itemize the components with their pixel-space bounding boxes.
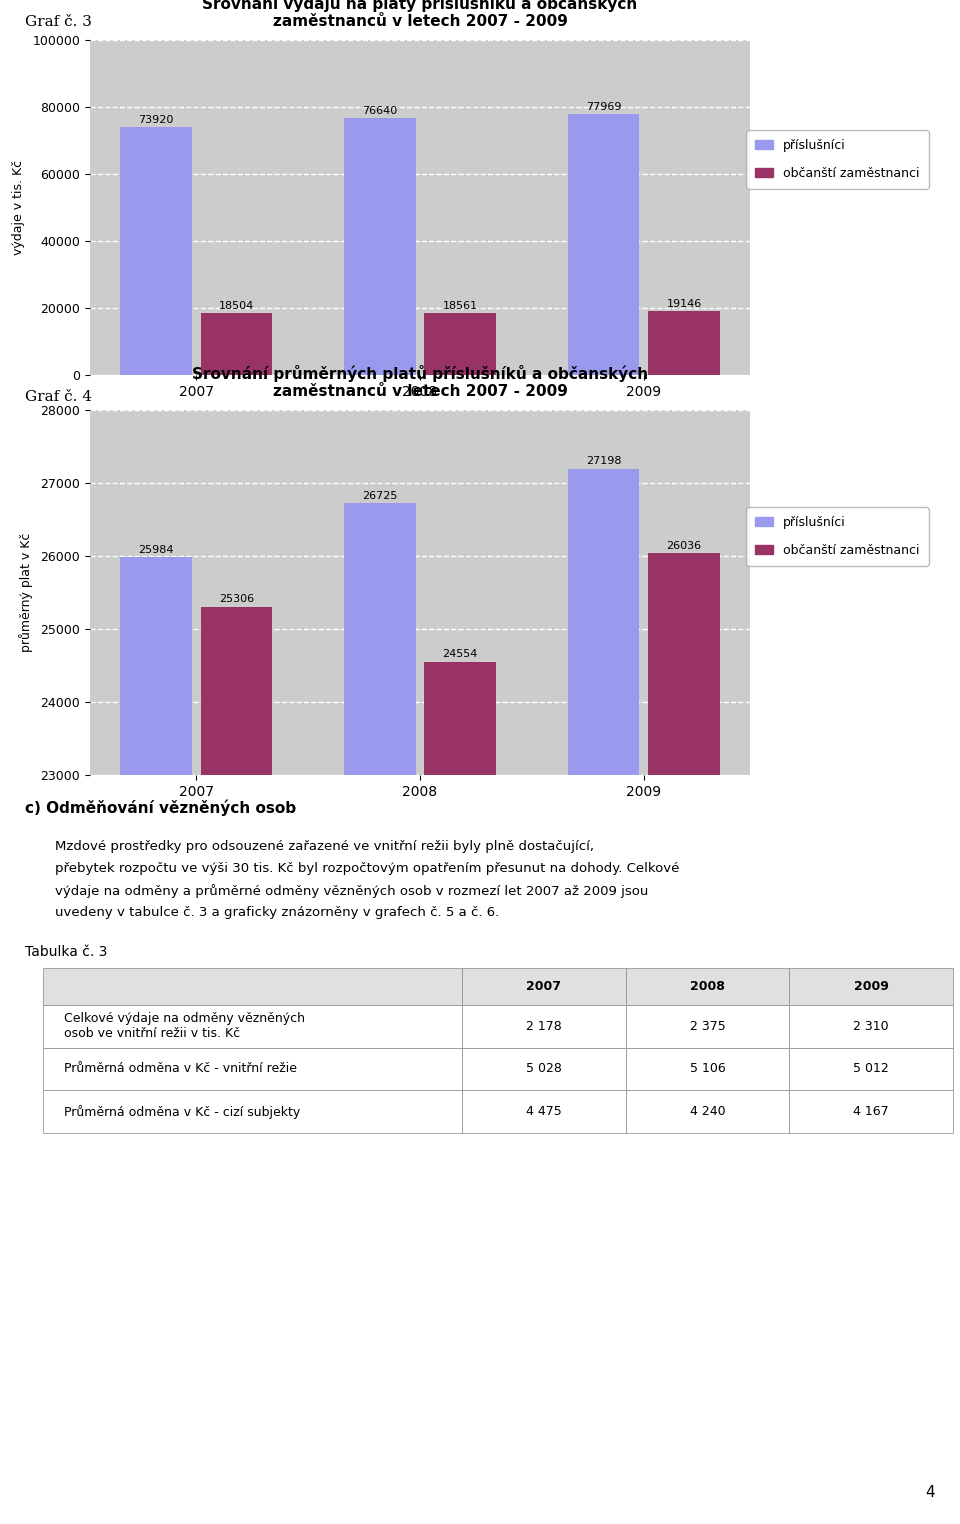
Text: c) Odměňování vězněných osob: c) Odměňování vězněných osob [25,800,296,817]
Legend: příslušníci, občanští zaměstnanci: příslušníci, občanští zaměstnanci [746,130,928,189]
Text: 18504: 18504 [219,302,254,311]
Title: Srovnání průměrných platů příslušníků a občanských
zaměstnanců v letech 2007 - 2: Srovnání průměrných platů příslušníků a … [192,364,648,399]
Bar [344,503,416,1524]
Text: výdaje na odměny a průměrné odměny vězněných osob v rozmezí let 2007 až 2009 jso: výdaje na odměny a průměrné odměny vězně… [55,884,648,898]
Text: 19146: 19146 [666,299,702,309]
Text: 18561: 18561 [443,300,478,311]
Title: Srovnání výdajů na platy příslušníků a občanských
zaměstnanců v letech 2007 - 20: Srovnání výdajů na platy příslušníků a o… [203,0,637,29]
Text: 25984: 25984 [138,544,174,555]
Bar [567,114,639,375]
Bar [344,119,416,375]
Bar [567,468,639,1524]
Legend: příslušníci, občanští zaměstnanci: příslušníci, občanští zaměstnanci [746,507,928,565]
Text: 73920: 73920 [138,116,174,125]
Text: 77969: 77969 [586,102,621,111]
Bar [201,607,273,1524]
Y-axis label: výdaje v tis. Kč: výdaje v tis. Kč [12,160,26,255]
Text: Graf č. 3: Graf č. 3 [25,15,92,29]
Text: 76640: 76640 [362,107,397,116]
Text: 26725: 26725 [362,491,397,500]
Text: uvedeny v tabulce č. 3 a graficky znázorněny v grafech č. 5 a č. 6.: uvedeny v tabulce č. 3 a graficky znázor… [55,905,499,919]
Text: 24554: 24554 [443,649,478,658]
Text: přebytek rozpočtu ve výši 30 tis. Kč byl rozpočtovým opatřením přesunut na dohod: přebytek rozpočtu ve výši 30 tis. Kč byl… [55,863,680,875]
Text: Graf č. 4: Graf č. 4 [25,390,92,404]
Text: 26036: 26036 [666,541,702,550]
Text: 4: 4 [925,1484,935,1500]
Bar [120,128,192,375]
Bar [201,312,273,375]
Bar [120,558,192,1524]
Text: Mzdové prostředky pro odsouzené zařazené ve vnitřní režii byly plně dostačující,: Mzdové prostředky pro odsouzené zařazené… [55,840,594,853]
Bar [424,312,496,375]
Text: 25306: 25306 [219,594,254,604]
Bar [424,661,496,1524]
Text: 27198: 27198 [586,456,621,466]
Text: Tabulka č. 3: Tabulka č. 3 [25,945,108,959]
Y-axis label: průměrný plat v Kč: průměrný plat v Kč [19,533,34,652]
Bar [648,553,720,1524]
Bar [648,311,720,375]
